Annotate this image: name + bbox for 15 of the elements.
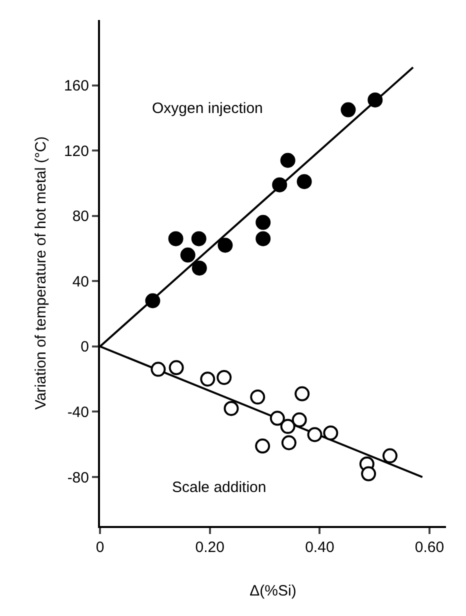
y-tick-label: 160 xyxy=(64,78,89,95)
y-axis-title: Variation of temperature of hot metal (°C) xyxy=(32,136,50,410)
x-axis-title: Δ(%Si) xyxy=(250,582,296,600)
x-tick-label: 0.20 xyxy=(195,539,224,556)
y-tick-label: -40 xyxy=(67,404,89,421)
x-tick-label: 0.40 xyxy=(305,539,334,556)
y-tick-label: 0 xyxy=(80,338,89,356)
y-tick-label: 120 xyxy=(64,142,89,160)
annotation: Scale addition xyxy=(172,479,266,496)
y-tick-label: -80 xyxy=(67,469,89,486)
y-tick-label: 80 xyxy=(72,208,89,226)
x-tick-label: 0.60 xyxy=(414,539,444,556)
annotation: Oxygen injection xyxy=(152,100,263,117)
x-tick-label: 0 xyxy=(96,539,104,556)
y-tick-label: 40 xyxy=(72,273,89,290)
